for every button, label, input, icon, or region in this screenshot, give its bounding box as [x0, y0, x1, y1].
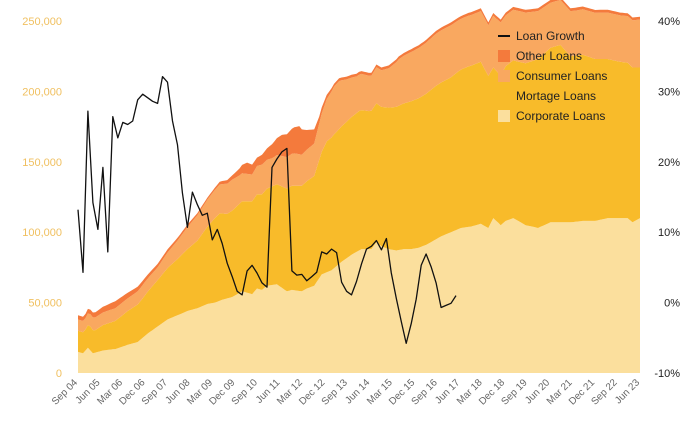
left-tick-label: 150,000 — [22, 157, 62, 169]
legend-label: Mortage Loans — [516, 89, 596, 103]
loan-growth-line — [77, 75, 457, 345]
left-tick-label: 0 — [56, 368, 62, 380]
right-tick-label: 10% — [658, 227, 680, 239]
x-tick-label: Sep 13 — [320, 377, 350, 407]
right-tick-label: 0% — [664, 298, 680, 310]
x-tick-label: Sep 22 — [589, 377, 619, 407]
legend-label: Loan Growth — [516, 29, 585, 43]
left-tick-label: 50,000 — [28, 298, 62, 310]
right-axis: -10% 0% 10% 20% 30% 40% — [654, 16, 680, 380]
x-tick-label: Sep 16 — [410, 377, 440, 407]
legend-swatch — [498, 110, 510, 122]
x-tick-label: Sep 04 — [50, 377, 80, 407]
legend-swatch — [498, 90, 510, 102]
area-corporate-loans — [78, 218, 640, 373]
legend-swatch — [498, 70, 510, 82]
legend: Loan Growth Other Loans Consumer Loans Mort… — [498, 29, 607, 123]
right-tick-label: 40% — [658, 16, 680, 28]
left-axis: 0 50,000 100,000 150,000 200,000 250,000 — [22, 16, 62, 380]
legend-swatch — [498, 50, 510, 62]
legend-label: Consumer Loans — [516, 69, 607, 83]
right-tick-label: 30% — [658, 86, 680, 98]
growth-line-layer — [77, 75, 457, 345]
x-tick-label: Sep 19 — [500, 377, 530, 407]
left-tick-label: 250,000 — [22, 16, 62, 28]
x-tick-label: Jun 23 — [613, 377, 642, 406]
left-tick-label: 200,000 — [22, 86, 62, 98]
right-tick-label: 20% — [658, 157, 680, 169]
area-other-loans — [78, 0, 640, 321]
x-tick-label: Sep 10 — [230, 377, 260, 407]
left-tick-label: 100,000 — [22, 227, 62, 239]
right-tick-label: -10% — [654, 368, 680, 380]
legend-label: Other Loans — [516, 49, 582, 63]
legend-label: Corporate Loans — [516, 109, 605, 123]
area-consumer-loans — [78, 0, 640, 333]
x-tick-label: Sep 07 — [140, 377, 170, 407]
